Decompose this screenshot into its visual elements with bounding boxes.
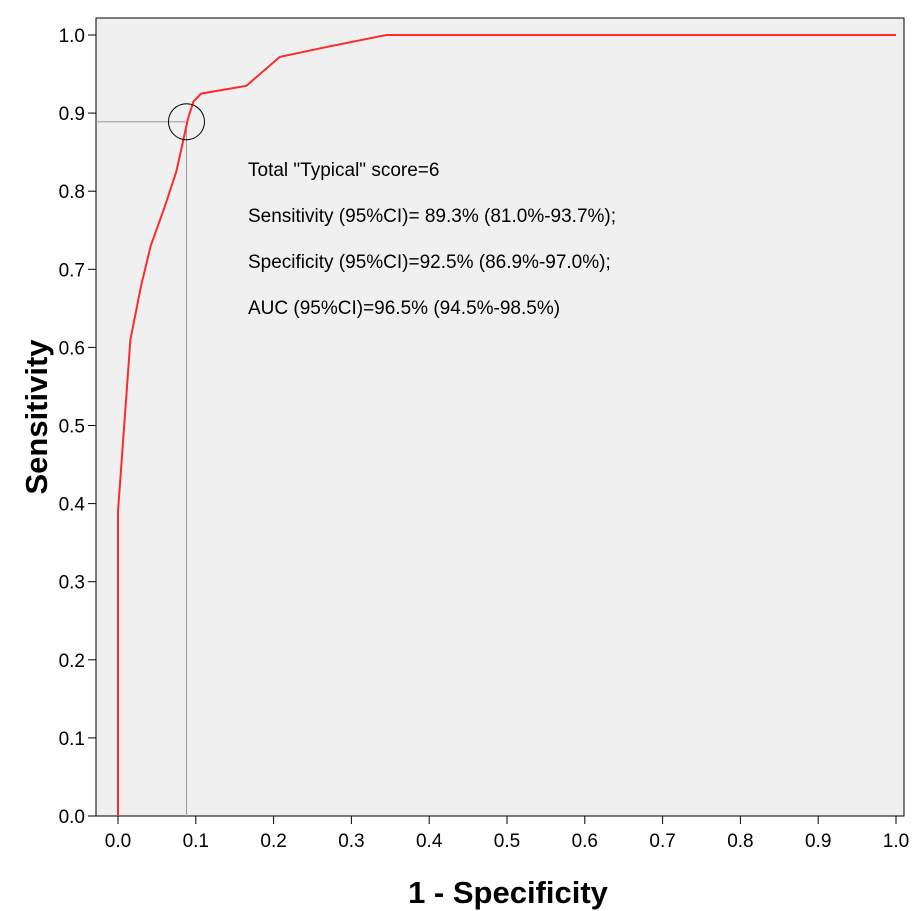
x-tick-label: 0.6 (572, 831, 598, 852)
x-axis: 0.0 0.1 0.2 0.3 0.4 0.5 0.6 0.7 0.8 0.9 1.0 (105, 816, 909, 852)
cutoff-marker (167, 103, 205, 141)
x-tick-label: 0.8 (727, 831, 753, 852)
y-tick-label: 1.0 (59, 26, 85, 47)
x-axis-title: 1 - Specificity (408, 875, 609, 910)
y-axis-title: Sensitivity (19, 339, 54, 495)
y-tick-label: 0.8 (59, 182, 85, 203)
plot-area (95, 17, 905, 817)
y-tick-label: 0.4 (59, 495, 86, 516)
x-tick-label: 0.0 (105, 831, 131, 852)
cutoff-guides (96, 121, 187, 816)
x-tick-label: 1.0 (883, 831, 909, 852)
annotation-block: Total "Typical" score=6 Sensitivity (95%C… (248, 160, 616, 319)
annotation-line: Specificity (95%CI)=92.5% (86.9%-97.0%); (248, 252, 611, 273)
y-tick-label: 0.1 (59, 729, 85, 750)
y-tick-label: 0.3 (59, 573, 85, 594)
annotation-line: Total "Typical" score=6 (248, 160, 439, 181)
x-tick-label: 0.1 (183, 831, 209, 852)
x-tick-label: 0.2 (260, 831, 286, 852)
y-tick-label: 0.0 (59, 807, 85, 828)
annotation-line: AUC (95%CI)=96.5% (94.5%-98.5%) (248, 298, 560, 319)
annotation-line: Sensitivity (95%CI)= 89.3% (81.0%-93.7%)… (248, 206, 616, 227)
y-tick-label: 0.5 (59, 417, 85, 438)
y-axis: 0.0 0.1 0.2 0.3 0.4 0.5 0.6 0.7 0.8 0.9 1.0 (59, 26, 96, 828)
x-tick-label: 0.4 (416, 831, 443, 852)
y-tick-label: 0.6 (59, 338, 85, 359)
y-tick-label: 0.9 (59, 104, 85, 125)
roc-curve-line (117, 34, 896, 816)
y-tick-label: 0.2 (59, 651, 85, 672)
x-tick-label: 0.5 (494, 831, 520, 852)
x-tick-label: 0.3 (338, 831, 364, 852)
y-tick-label: 0.7 (59, 260, 85, 281)
x-tick-label: 0.9 (805, 831, 831, 852)
x-tick-label: 0.7 (649, 831, 675, 852)
